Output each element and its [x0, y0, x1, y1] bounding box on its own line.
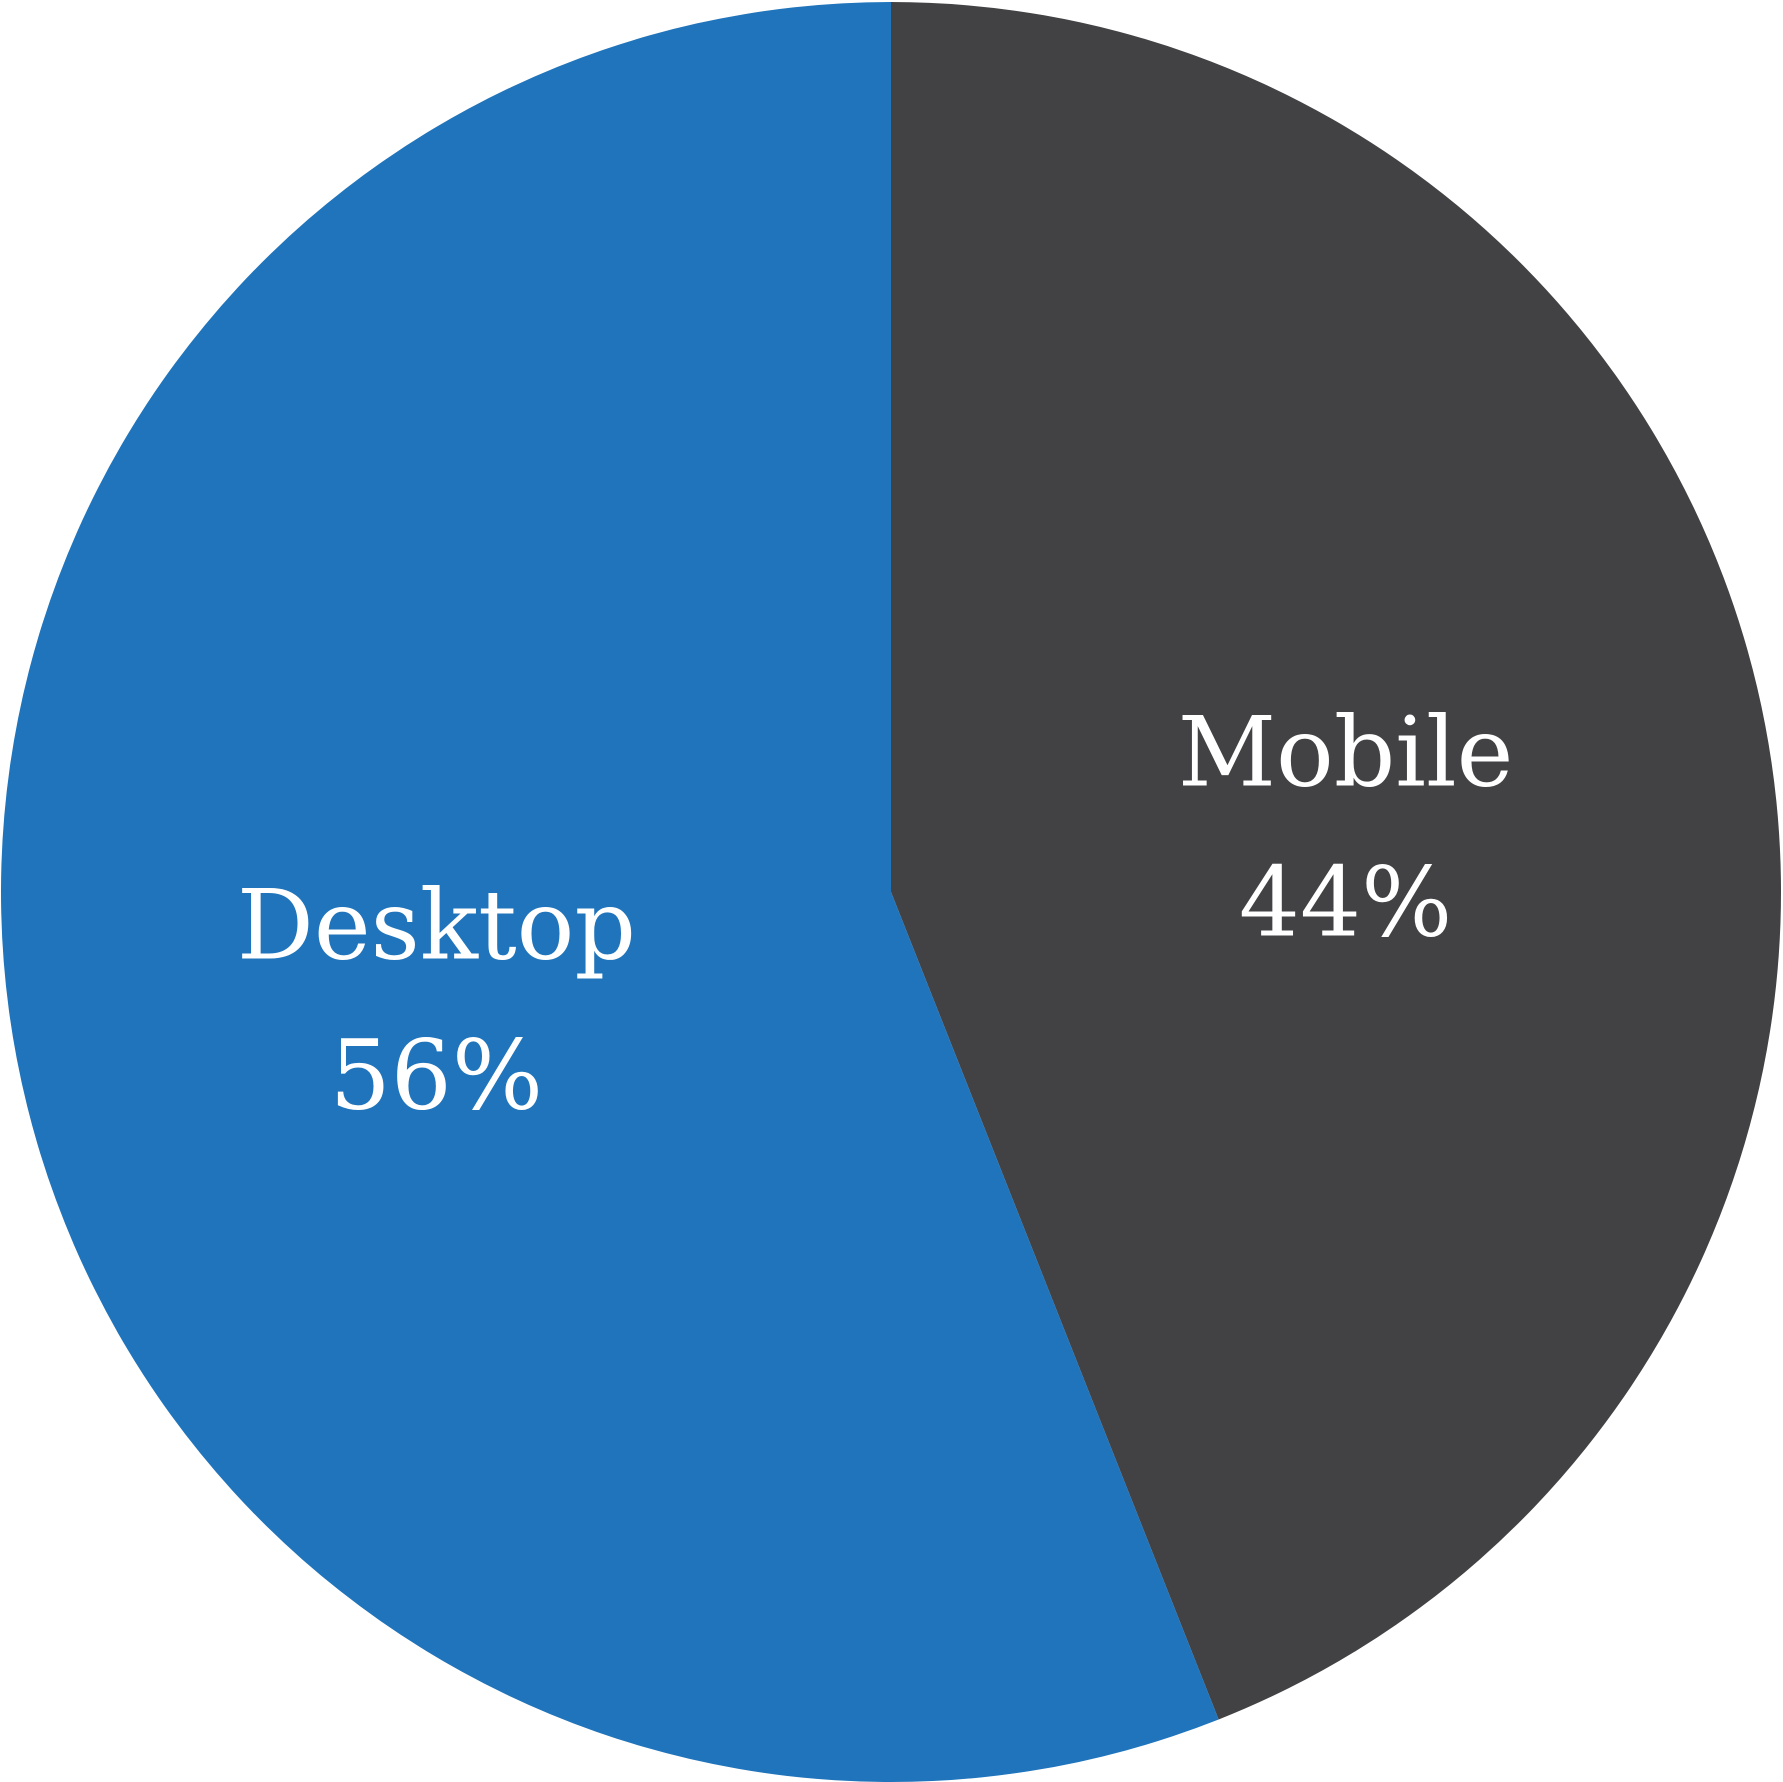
slice-label-desktop: Desktop — [237, 870, 636, 982]
labels-layer: Mobile 44% Desktop 56% — [237, 696, 1514, 1131]
slice-label-mobile: Mobile — [1178, 696, 1514, 808]
slice-value-desktop: 56% — [330, 1020, 543, 1132]
pie-slice-desktop — [1, 2, 1219, 1782]
pie-slice-mobile — [891, 2, 1782, 1720]
slice-value-mobile: 44% — [1239, 846, 1452, 958]
